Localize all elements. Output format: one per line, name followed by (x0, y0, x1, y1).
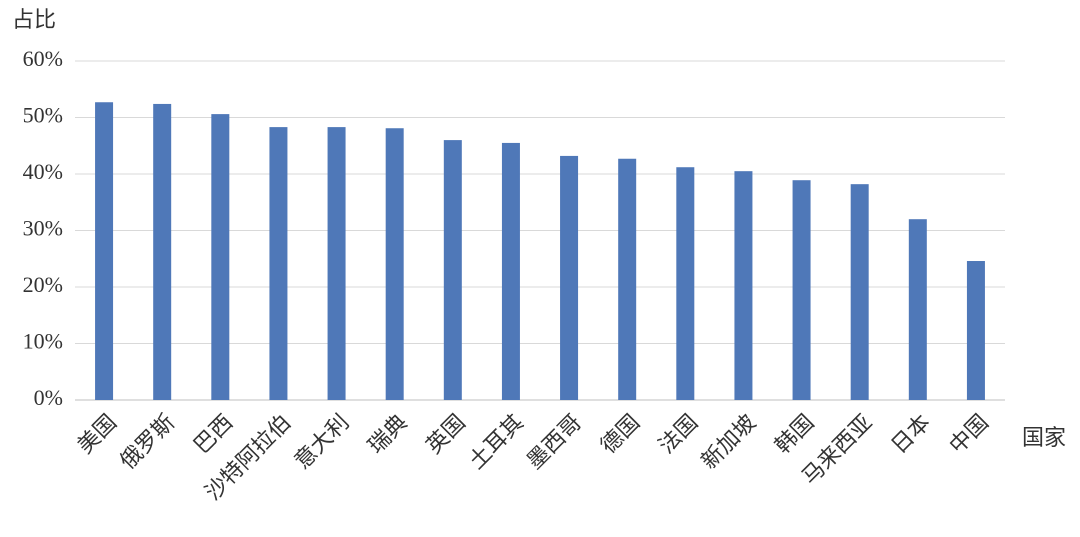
x-tick-label: 墨西哥 (522, 409, 586, 473)
bar (95, 102, 114, 401)
x-tick-label: 中国 (944, 409, 993, 458)
x-tick-label: 巴西 (189, 409, 238, 458)
bar (443, 140, 462, 400)
y-axis-label: 占比 (12, 7, 56, 32)
x-axis-label: 国家 (1022, 425, 1066, 450)
y-tick-label: 30% (23, 216, 63, 241)
bar (966, 261, 985, 400)
y-tick-label: 40% (23, 159, 63, 184)
bar (618, 158, 637, 400)
bar (501, 142, 520, 401)
x-tick-label: 法国 (654, 409, 703, 458)
bar (153, 103, 172, 400)
bar (850, 184, 869, 400)
bar (792, 180, 811, 400)
x-tick-label: 瑞典 (363, 409, 412, 458)
x-tick-label: 英国 (421, 409, 470, 458)
x-tick-label: 俄罗斯 (115, 409, 179, 473)
y-tick-label: 20% (23, 272, 63, 297)
y-tick-label: 60% (23, 46, 63, 71)
x-tick-label: 德国 (595, 409, 644, 458)
bar (676, 167, 695, 400)
bar (560, 155, 579, 400)
x-tick-label: 意大利 (289, 409, 353, 473)
y-tick-label: 10% (23, 329, 63, 354)
x-tick-label: 美国 (72, 409, 121, 458)
x-tick-label: 新加坡 (696, 409, 760, 473)
x-tick-label: 韩国 (770, 409, 819, 458)
bar (211, 114, 230, 401)
bar (385, 128, 404, 401)
bar (908, 219, 927, 400)
bar (734, 171, 753, 400)
x-tick-label: 土耳其 (464, 409, 528, 473)
y-tick-label: 0% (34, 385, 63, 410)
bar (269, 127, 288, 400)
y-tick-label: 50% (23, 103, 63, 128)
x-tick-label: 日本 (886, 409, 935, 458)
bar (327, 127, 346, 400)
